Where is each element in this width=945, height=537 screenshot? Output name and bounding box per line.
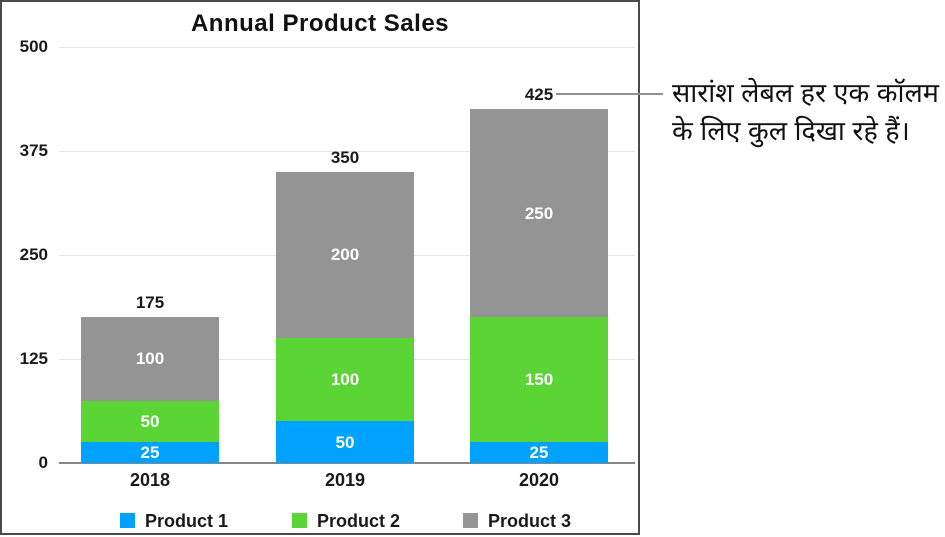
legend-item-label: Product 1 — [145, 511, 229, 531]
bar-segment-product-2-2019: 100 — [276, 338, 414, 422]
segment-value-label: 50 — [335, 432, 355, 452]
legend-swatch-product-2 — [292, 513, 307, 528]
segment-value-label: 200 — [330, 245, 360, 265]
x-axis-category-label-2019: 2019 — [324, 470, 366, 490]
y-axis-tick-label: 125 — [19, 349, 48, 368]
gridline — [59, 151, 635, 152]
segment-value-label: 150 — [524, 370, 554, 390]
segment-value-label: 100 — [135, 349, 165, 369]
bar-segment-product-3-2018: 100 — [81, 317, 219, 401]
legend-item-label: Product 3 — [488, 511, 572, 531]
bar-segment-product-1-2020: 25 — [470, 442, 608, 463]
callout-connector-line — [556, 93, 663, 95]
gridline — [59, 47, 635, 48]
annotation-text: सारांश लेबल हर एक कॉलम के लिए कुल दिखा र… — [672, 74, 939, 150]
bar-total-label-2018: 175 — [135, 293, 165, 313]
bar-segment-product-3-2019: 200 — [276, 171, 414, 339]
segment-value-label: 25 — [140, 443, 160, 463]
y-axis-tick-label: 375 — [19, 141, 48, 160]
segment-value-label: 100 — [330, 370, 360, 390]
chart-frame: Annual Product Sales 0 125 250 375 500 25 50 10… — [0, 0, 640, 535]
legend-swatch-product-3 — [463, 513, 478, 528]
x-axis-category-label-2018: 2018 — [129, 470, 171, 490]
legend-swatch-product-1 — [120, 513, 135, 528]
bar-segment-product-1-2018: 25 — [81, 442, 219, 463]
y-axis-tick-label: 0 — [38, 453, 48, 472]
bar-segment-product-2-2018: 50 — [81, 400, 219, 443]
y-axis-tick-label: 500 — [19, 37, 48, 56]
bar-segment-product-1-2019: 50 — [276, 421, 414, 463]
bar-total-label-2019: 350 — [330, 147, 360, 167]
x-axis-category-label-2020: 2020 — [518, 470, 560, 490]
y-axis-tick-label: 250 — [19, 245, 48, 264]
segment-value-label: 25 — [529, 443, 549, 463]
bar-segment-product-3-2020: 250 — [470, 109, 608, 318]
annotation-text-line-1: सारांश लेबल हर एक कॉलम — [672, 78, 939, 108]
legend-item-label: Product 2 — [317, 511, 401, 531]
bar-segment-product-2-2020: 150 — [470, 317, 608, 443]
chart-title: Annual Product Sales — [190, 10, 450, 37]
annotation-text-line-2: के लिए कुल दिखा रहे हैं। — [672, 116, 910, 146]
segment-value-label: 50 — [140, 411, 160, 431]
x-axis-baseline — [59, 462, 635, 464]
segment-value-label: 250 — [524, 203, 554, 223]
bar-total-label-2020: 425 — [524, 85, 554, 105]
